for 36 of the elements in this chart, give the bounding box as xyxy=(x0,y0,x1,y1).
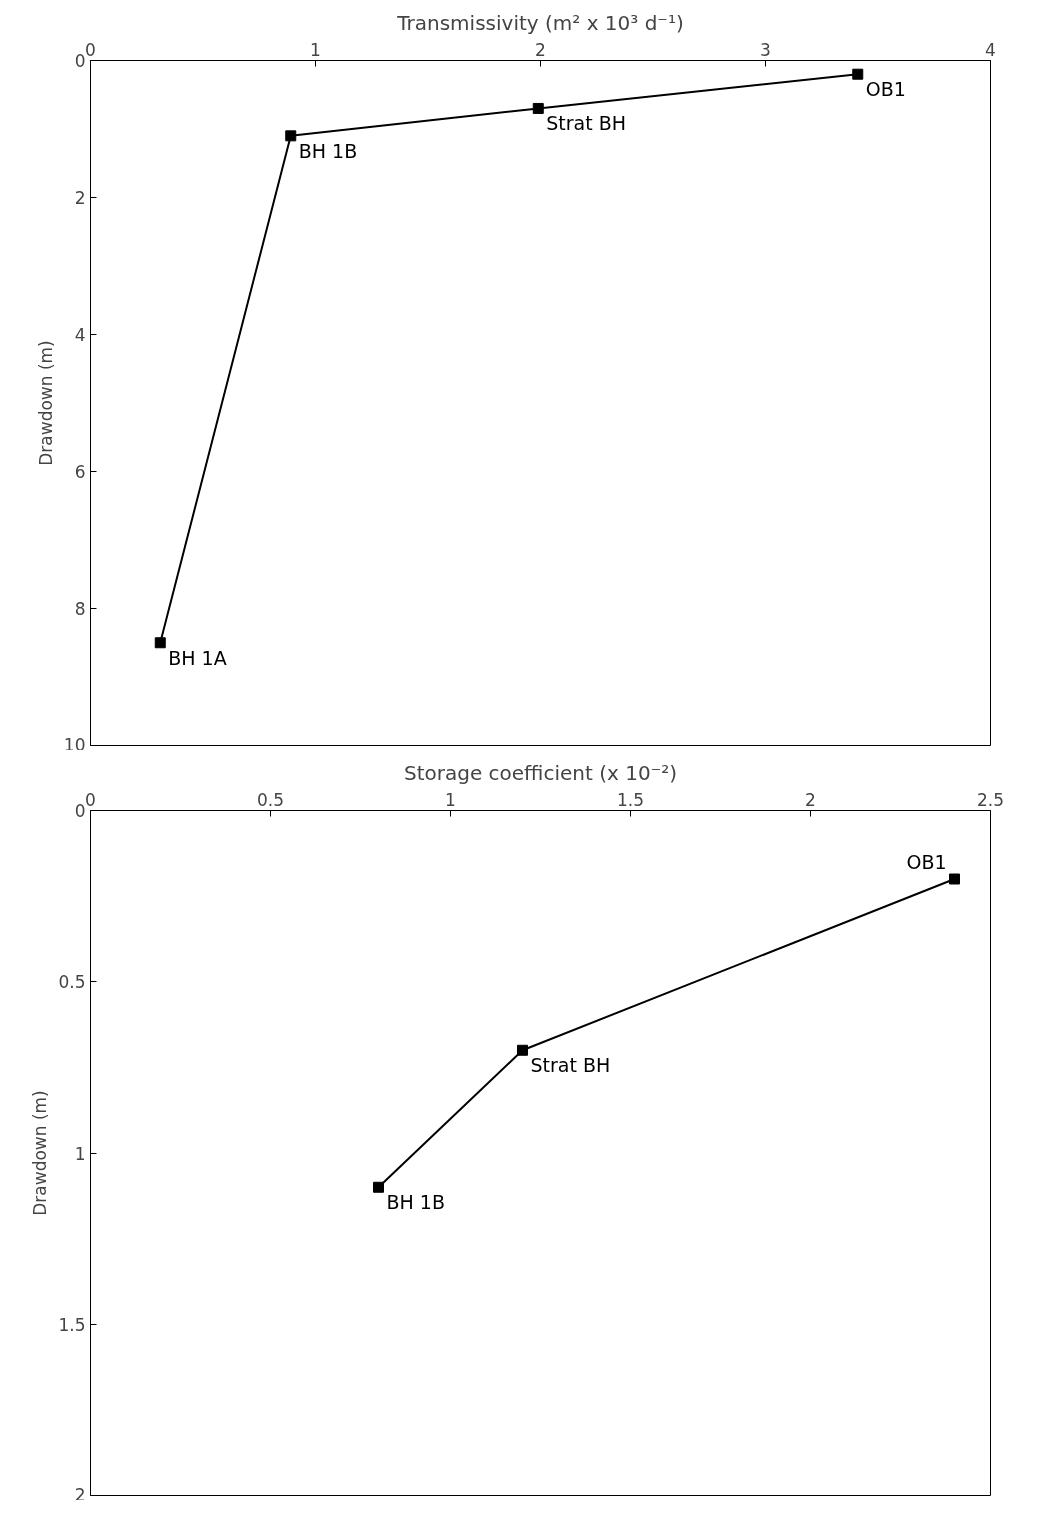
y-axis-title: Drawdown (m) xyxy=(30,1090,51,1216)
point xyxy=(517,1044,528,1056)
x-tick-label: 0.5 xyxy=(256,789,285,810)
annotation: Strat BH xyxy=(530,1054,611,1077)
annotation: Strat BH xyxy=(546,112,627,135)
y-tick-label: 1 xyxy=(74,1143,86,1164)
annotation: BH 1B xyxy=(298,139,358,162)
annotation: BH 1A xyxy=(168,646,227,669)
y-tick-label: 2 xyxy=(74,188,86,208)
y-tick-label: 4 xyxy=(74,325,86,345)
x-tick-label: 2 xyxy=(535,39,546,60)
x-tick-label: 1.5 xyxy=(616,789,645,810)
annotation: OB1 xyxy=(906,851,947,873)
point xyxy=(154,637,166,649)
x-axis-title: Transmissivity (m² x 10³ d⁻¹) xyxy=(396,10,684,35)
y-tick-label: 1.5 xyxy=(58,1314,86,1335)
point xyxy=(373,1181,384,1193)
annotation: BH 1B xyxy=(386,1191,445,1214)
y-tick-label: 8 xyxy=(74,599,86,619)
y-axis-title: Drawdown (m) xyxy=(35,340,56,466)
annotation: OB1 xyxy=(865,78,906,101)
y-tick-label: 10 xyxy=(63,734,86,755)
y-tick-label: 6 xyxy=(74,462,86,482)
x-tick-label: 1 xyxy=(445,789,456,810)
x-axis-title: Storage coefficient (x 10⁻²) xyxy=(403,760,678,785)
point xyxy=(949,873,960,885)
point xyxy=(852,68,864,80)
x-tick-label: 4 xyxy=(985,39,996,60)
x-tick-label: 3 xyxy=(760,39,771,60)
x-tick-label: 1 xyxy=(310,39,321,60)
point xyxy=(285,130,297,142)
x-tick-label: 2.5 xyxy=(976,789,1005,810)
x-tick-label: 2 xyxy=(805,789,816,810)
point xyxy=(532,102,544,114)
y-tick-label: 0.5 xyxy=(58,972,86,993)
y-tick-label: 2 xyxy=(74,1484,86,1505)
